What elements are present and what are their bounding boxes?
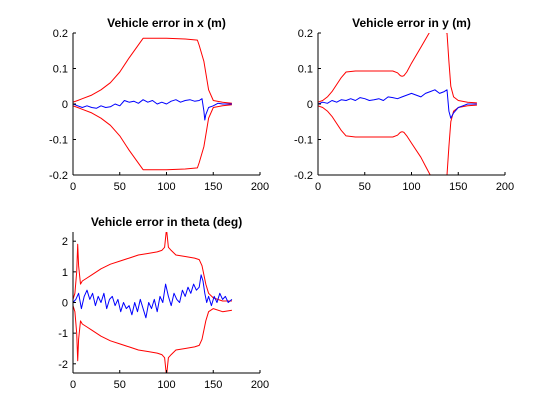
y-tick-label: 1: [62, 267, 68, 279]
bound-series-line: [73, 305, 232, 373]
y-tick-label: 0.2: [298, 28, 313, 40]
y-tick-label: -0.2: [49, 170, 68, 182]
x-tick-label: 100: [402, 181, 420, 193]
x-tick-label: 100: [157, 181, 175, 193]
subplot-title: Vehicle error in y (m): [352, 16, 471, 30]
y-tick-label: -0.2: [294, 170, 313, 182]
y-tick-label: -1: [58, 328, 68, 340]
y-tick-label: 0.2: [53, 28, 68, 40]
series-group: [73, 232, 233, 373]
series-group: [318, 33, 477, 175]
y-tick-label: 0: [307, 99, 313, 111]
subplot-title: Vehicle error in x (m): [107, 16, 226, 30]
y-tick-label: -0.1: [294, 135, 313, 147]
bound-series-line: [73, 104, 232, 171]
y-tick-label: 2: [62, 236, 68, 248]
x-tick-label: 200: [251, 379, 269, 391]
x-tick-label: 0: [315, 181, 321, 193]
x-tick-label: 0: [70, 181, 76, 193]
subplot-x-error: Vehicle error in x (m) 0 50 100 150 200 -0.2 -…: [49, 16, 269, 193]
x-tick-label: 150: [204, 379, 222, 391]
y-tick-label: -2: [58, 359, 68, 371]
subplot-y-error: Vehicle error in y (m) 0 50 100 150 200 -0.2 -…: [294, 16, 514, 193]
bound-series-line: [73, 232, 232, 302]
bound-series-line: [318, 33, 477, 104]
x-tick-label: 50: [114, 181, 126, 193]
y-tick-label: 0: [62, 99, 68, 111]
bound-series-line: [318, 104, 477, 175]
bound-series-line: [73, 37, 232, 104]
x-tick-label: 200: [496, 181, 514, 193]
x-tick-label: 200: [251, 181, 269, 193]
error-series-line: [318, 89, 477, 119]
error-series-line: [73, 274, 233, 319]
error-series-line: [73, 98, 232, 121]
x-tick-label: 100: [157, 379, 175, 391]
x-tick-label: 150: [449, 181, 467, 193]
y-tick-label: -0.1: [49, 135, 68, 147]
x-tick-label: 150: [204, 181, 222, 193]
x-tick-label: 50: [114, 379, 126, 391]
subplot-theta-error: Vehicle error in theta (deg) 0 50 100 150 20…: [58, 215, 269, 391]
x-tick-label: 0: [70, 379, 76, 391]
y-tick-label: 0.1: [298, 64, 313, 76]
y-tick-label: 0.1: [53, 64, 68, 76]
y-tick-label: 0: [62, 298, 68, 310]
series-group: [73, 37, 232, 171]
x-tick-label: 50: [359, 181, 371, 193]
subplot-title: Vehicle error in theta (deg): [91, 215, 242, 229]
